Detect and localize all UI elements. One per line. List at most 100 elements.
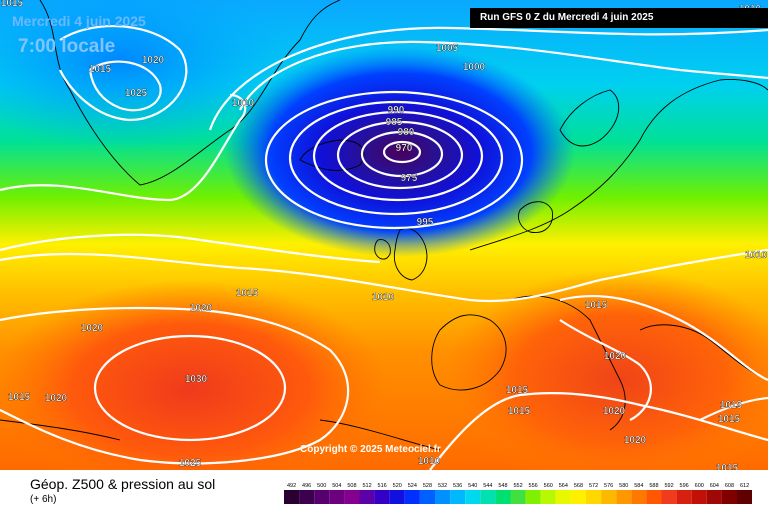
isobar-label: 995 xyxy=(417,217,434,228)
legend-value: 524 xyxy=(408,483,417,489)
legend-swatch xyxy=(525,490,541,504)
copyright-notice: Copyright © 2025 Meteociel.fr xyxy=(300,444,441,455)
isobar-label: 1030 xyxy=(185,374,208,385)
legend-swatch xyxy=(661,490,677,504)
legend-swatch xyxy=(510,490,526,504)
low-pressure-field xyxy=(225,47,575,257)
legend-value: 592 xyxy=(664,483,673,489)
isobar-label: 1020 xyxy=(190,303,213,314)
isobar-label: 1015 xyxy=(8,392,31,403)
legend-swatch xyxy=(691,490,707,504)
legend-swatch xyxy=(721,490,737,504)
isobar-label: 1015 xyxy=(718,414,741,425)
isobar-label: 1020 xyxy=(624,435,647,446)
isobar-label: 1015 xyxy=(1,0,24,9)
legend-swatch xyxy=(570,490,586,504)
legend-value: 544 xyxy=(483,483,492,489)
legend-swatch xyxy=(374,490,390,504)
isobar-label: 975 xyxy=(401,173,418,184)
legend-swatch xyxy=(616,490,632,504)
isobar-label: 980 xyxy=(398,127,415,138)
legend-swatch xyxy=(284,490,300,504)
weather-map: 1015 1010 1020 1015 1025 1010 1005 1000 99098598… xyxy=(0,0,768,470)
model-run-banner: Run GFS 0 Z du Mercredi 4 juin 2025 xyxy=(470,8,768,28)
legend-value: 596 xyxy=(680,483,689,489)
legend-value: 532 xyxy=(438,483,447,489)
forecast-date: Mercredi 4 juin 2025 xyxy=(12,13,146,29)
isobar-label: 1000 xyxy=(463,62,486,73)
legend-value: 528 xyxy=(423,483,432,489)
legend-swatch xyxy=(601,490,617,504)
isobars xyxy=(0,25,768,470)
legend-swatch xyxy=(359,490,375,504)
legend-value: 540 xyxy=(468,483,477,489)
isobar-label: 1020 xyxy=(81,323,104,334)
legend-value: 560 xyxy=(544,483,553,489)
legend-value: 556 xyxy=(529,483,538,489)
legend-value: 552 xyxy=(513,483,522,489)
isobar-label: 1005 xyxy=(436,43,459,54)
isobar-label: 1025 xyxy=(125,88,148,99)
legend-value: 520 xyxy=(393,483,402,489)
legend-swatch xyxy=(450,490,466,504)
greenland-ridge-field xyxy=(0,0,300,150)
isobar-label: 1020 xyxy=(604,351,627,362)
legend-value: 584 xyxy=(634,483,643,489)
color-scale-legend: 492 496 500 504 508 512 516 520 524 528 532 536 540 5… xyxy=(284,483,752,504)
legend-value: 492 xyxy=(287,483,296,489)
legend-value: 504 xyxy=(332,483,341,489)
legend-swatch xyxy=(646,490,662,504)
isobar-label: 1015 xyxy=(89,64,112,75)
legend-swatch xyxy=(540,490,556,504)
isobar-label: 970 xyxy=(396,143,413,154)
legend-value: 568 xyxy=(574,483,583,489)
isobar-label: 1020 xyxy=(142,55,165,66)
legend-value: 612 xyxy=(740,483,749,489)
legend-swatch xyxy=(389,490,405,504)
legend-swatch xyxy=(676,490,692,504)
isobar-label: 1015 xyxy=(720,400,743,411)
legend-value: 564 xyxy=(559,483,568,489)
isobar-label: 1015 xyxy=(506,385,529,396)
isobar-label: 990 xyxy=(388,105,405,116)
isobar-label: 1010 xyxy=(745,250,768,261)
legend-swatch xyxy=(465,490,481,504)
legend-value: 604 xyxy=(710,483,719,489)
legend-swatch xyxy=(495,490,511,504)
isobar-label: 1020 xyxy=(603,406,626,417)
isobar-label: 1015 xyxy=(508,406,531,417)
parameter-title: Géop. Z500 & pression au sol xyxy=(30,476,216,492)
legend-swatch xyxy=(706,490,722,504)
forecast-time: 7:00 locale xyxy=(18,36,116,57)
legend-value: 536 xyxy=(453,483,462,489)
legend-value: 500 xyxy=(317,483,326,489)
isobar-label: 1015 xyxy=(716,463,739,470)
legend-swatch xyxy=(586,490,602,504)
legend-value: 600 xyxy=(695,483,704,489)
legend-swatch xyxy=(480,490,496,504)
legend-swatch xyxy=(419,490,435,504)
legend-swatch xyxy=(435,490,451,504)
legend-swatch xyxy=(555,490,571,504)
legend-swatch xyxy=(737,490,752,504)
legend-swatch xyxy=(314,490,330,504)
legend-value: 576 xyxy=(604,483,613,489)
legend-value: 516 xyxy=(378,483,387,489)
isobar-label: 1010 xyxy=(372,292,395,303)
atlantic-high-field xyxy=(0,280,390,470)
isobar-label: 1015 xyxy=(585,300,608,311)
isobar-labels: 1015 1010 1020 1015 1025 1010 1005 1000 99098598… xyxy=(1,0,768,470)
legend-swatch xyxy=(631,490,647,504)
legend-swatch xyxy=(299,490,315,504)
isobar-label: 1010 xyxy=(418,456,441,467)
legend-value: 548 xyxy=(498,483,507,489)
legend-swatch xyxy=(344,490,360,504)
legend-value: 608 xyxy=(725,483,734,489)
isobar-label: 1010 xyxy=(232,98,255,109)
legend-swatch xyxy=(329,490,345,504)
mediterranean-warm-field xyxy=(440,270,768,470)
isobar-label: 1020 xyxy=(45,393,68,404)
isobar-label: 1015 xyxy=(236,288,259,299)
legend-value: 572 xyxy=(589,483,598,489)
